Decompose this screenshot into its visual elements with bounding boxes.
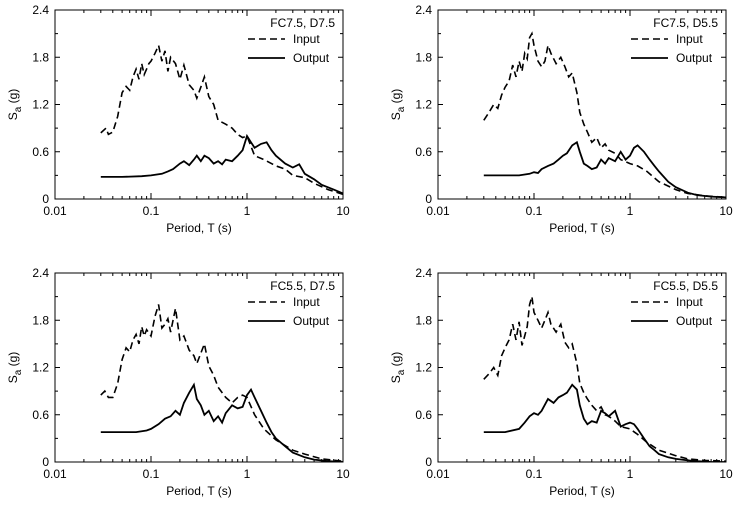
series-line-output (100, 133, 343, 195)
chart-panel-1: 0 0.6 1.2 1.8 2.4 0.01 0.1 1 10 Period, T (s) Sa (… (6, 3, 350, 235)
chart-panel-4: 0 0.6 1.2 1.8 2.4 0.01 0.1 1 10 Period, T (s) Sa (… (389, 266, 733, 498)
y-tick-label: 0.6 (415, 145, 432, 159)
y-tick-label: 0.6 (32, 145, 49, 159)
y-tick-label: 0.6 (32, 408, 49, 422)
series-line-input (100, 304, 343, 462)
x-tick-label: 10 (719, 204, 733, 218)
legend-label-input: Input (293, 295, 320, 309)
x-tick-label: 10 (336, 467, 350, 481)
x-axis-label: Period, T (s) (166, 221, 232, 235)
y-tick-label: 2.4 (415, 3, 432, 17)
chart-panel-3: 0 0.6 1.2 1.8 2.4 0.01 0.1 1 10 Period, T (s) Sa (… (6, 266, 350, 498)
x-tick-label: 0.1 (526, 467, 543, 481)
panel-title: FC5.5, D5.5 (653, 279, 718, 293)
y-tick-label: 1.8 (415, 50, 432, 64)
y-tick-label: 2.4 (32, 3, 49, 17)
x-tick-label: 0.01 (426, 204, 450, 218)
x-axis-label: Period, T (s) (549, 484, 615, 498)
y-tick-label: 1.8 (415, 313, 432, 327)
series-line-input (483, 296, 726, 462)
legend-label-output: Output (676, 51, 713, 65)
y-axis-label-unit: (g) (389, 89, 403, 107)
y-axis-label: Sa (g) (6, 352, 24, 384)
legend-label-output: Output (676, 314, 713, 328)
x-tick-label: 1 (627, 467, 634, 481)
y-tick-label: 0 (42, 455, 49, 469)
x-tick-label: 0.01 (43, 204, 67, 218)
y-axis-label-sub: a (13, 369, 24, 375)
legend-label-input: Input (676, 295, 703, 309)
panel-title: FC7.5, D7.5 (270, 16, 335, 30)
y-axis-label-sub: a (396, 369, 407, 375)
y-tick-label: 1.2 (32, 361, 49, 375)
y-tick-label: 1.8 (32, 50, 49, 64)
y-tick-label: 1.2 (415, 361, 432, 375)
y-tick-label: 0 (425, 455, 432, 469)
series-line-output (100, 382, 343, 462)
y-tick-label: 2.4 (415, 266, 432, 280)
x-tick-label: 0.1 (143, 467, 160, 481)
x-tick-label: 1 (244, 204, 251, 218)
y-axis-label-unit: (g) (6, 89, 20, 107)
y-axis-label-unit: (g) (6, 352, 20, 370)
legend-label-input: Input (676, 32, 703, 46)
x-tick-label: 0.1 (143, 204, 160, 218)
x-tick-label: 0.01 (426, 467, 450, 481)
y-axis-label-main: S (6, 375, 20, 383)
panel-title: FC5.5, D7.5 (270, 279, 335, 293)
legend-label-input: Input (293, 32, 320, 46)
y-axis-label: Sa (g) (389, 89, 407, 121)
y-axis-label-main: S (389, 375, 403, 383)
y-tick-label: 0 (42, 192, 49, 206)
y-axis-label-main: S (6, 112, 20, 120)
y-tick-label: 1.8 (32, 313, 49, 327)
y-tick-label: 1.2 (32, 98, 49, 112)
legend-label-output: Output (293, 314, 330, 328)
y-axis-label-unit: (g) (389, 352, 403, 370)
series-line-input (483, 31, 726, 199)
x-tick-label: 0.1 (526, 204, 543, 218)
legend-label-output: Output (293, 51, 330, 65)
y-axis-label: Sa (g) (6, 89, 24, 121)
x-tick-label: 0.01 (43, 467, 67, 481)
series-line-output (483, 383, 726, 462)
x-axis-label: Period, T (s) (549, 221, 615, 235)
y-tick-label: 2.4 (32, 266, 49, 280)
x-axis-label: Period, T (s) (166, 484, 232, 498)
chart-panel-2: 0 0.6 1.2 1.8 2.4 0.01 0.1 1 10 Period, T (s) Sa (… (389, 3, 733, 235)
x-tick-label: 1 (244, 467, 251, 481)
series-line-output (483, 140, 726, 199)
x-tick-label: 1 (627, 204, 634, 218)
y-axis-label-sub: a (396, 106, 407, 112)
y-axis-label-main: S (389, 112, 403, 120)
series-line-input (100, 42, 343, 196)
y-axis-label-sub: a (13, 106, 24, 112)
x-tick-label: 10 (336, 204, 350, 218)
x-tick-label: 10 (719, 467, 733, 481)
panel-title: FC7.5, D5.5 (653, 16, 718, 30)
y-tick-label: 1.2 (415, 98, 432, 112)
y-axis-label: Sa (g) (389, 352, 407, 384)
y-tick-label: 0 (425, 192, 432, 206)
y-tick-label: 0.6 (415, 408, 432, 422)
